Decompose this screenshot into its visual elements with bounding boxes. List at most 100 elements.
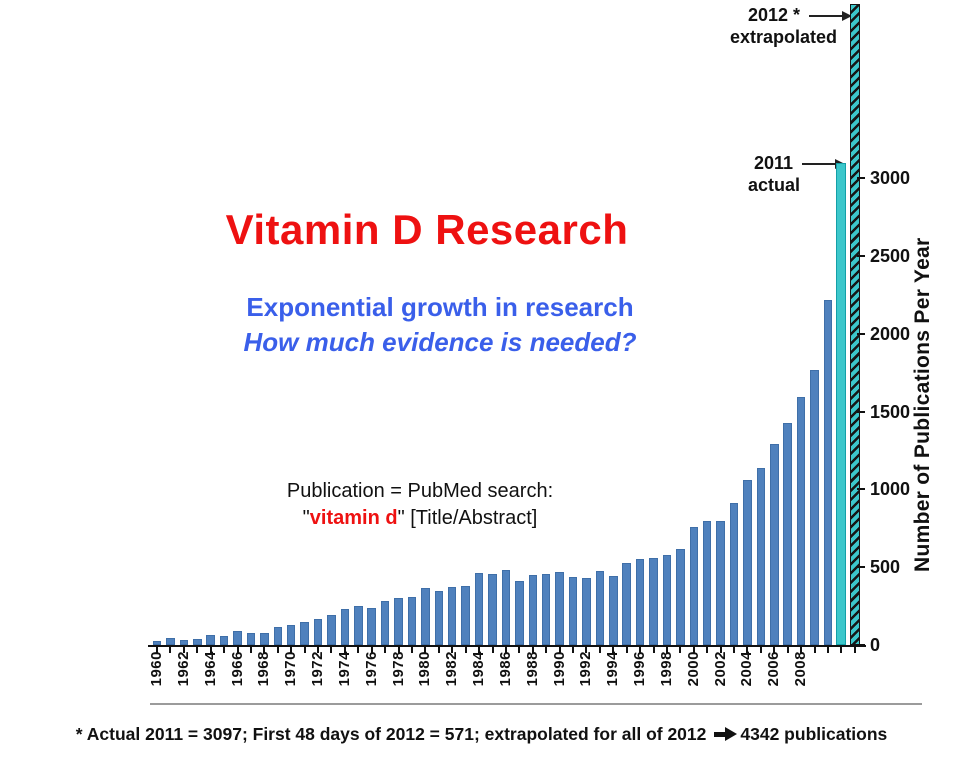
y-tick-1500 <box>857 410 865 413</box>
bar-1986 <box>501 570 511 645</box>
y-tick-2500 <box>857 255 865 257</box>
bar-1988 <box>528 574 537 645</box>
bar-1962 <box>179 639 189 645</box>
x-tick-2011 <box>840 647 843 653</box>
bar-1983 <box>461 585 470 645</box>
bar-1960 <box>152 641 162 645</box>
x-label-1964: 1964 <box>201 651 219 687</box>
x-label-1984: 1984 <box>470 651 488 687</box>
x-tick-2010 <box>827 647 829 653</box>
x-label-1970: 1970 <box>282 651 300 687</box>
bar-1966 <box>233 631 242 645</box>
bar-1999 <box>676 549 685 645</box>
x-axis-line <box>148 645 866 647</box>
x-tick-1981 <box>437 647 440 653</box>
bar-1981 <box>434 590 444 645</box>
y-tick-2000 <box>857 332 865 335</box>
x-tick-1989 <box>545 647 548 653</box>
x-tick-1986 <box>504 647 507 653</box>
x-tick-2004 <box>746 647 749 653</box>
x-tick-1974 <box>343 647 346 653</box>
x-tick-1967 <box>249 647 252 653</box>
x-tick-1961 <box>169 647 172 653</box>
bar-1996 <box>635 559 645 645</box>
bar-2003 <box>729 503 739 645</box>
bar-1993 <box>595 571 605 645</box>
bar-2006 <box>770 444 779 645</box>
y-tick-label-1500: 1500 <box>870 401 911 422</box>
x-label-1998: 1998 <box>657 651 675 687</box>
x-tick-1988 <box>531 647 534 653</box>
x-axis-ticks <box>148 647 870 655</box>
footnote-text-after: 4342 publications <box>740 724 888 744</box>
bar-1978 <box>394 598 403 645</box>
bar-1964 <box>206 634 215 645</box>
bar-2008 <box>796 396 806 645</box>
x-tick-1962 <box>182 647 185 653</box>
annotation-2011-line2: actual <box>747 175 800 195</box>
x-label-1968: 1968 <box>255 651 273 687</box>
x-tick-1968 <box>263 647 266 653</box>
search-note: Publication = PubMed search: "vitamin d"… <box>190 478 650 532</box>
bar-2007 <box>783 422 792 645</box>
x-label-1966: 1966 <box>228 651 246 687</box>
bar-1982 <box>447 587 457 645</box>
x-tick-1995 <box>625 647 628 653</box>
bar-1972 <box>313 619 323 645</box>
bar-2011 <box>836 163 847 645</box>
x-label-1960: 1960 <box>148 651 165 687</box>
x-tick-1966 <box>236 647 239 653</box>
y-tick-500 <box>857 566 865 569</box>
x-label-1982: 1982 <box>443 651 461 687</box>
y-tick-label-500: 500 <box>870 557 901 578</box>
x-label-2008: 2008 <box>792 651 810 687</box>
x-tick-1971 <box>303 647 306 653</box>
bar-1970 <box>286 624 296 645</box>
x-label-1972: 1972 <box>309 651 327 687</box>
bar-2001 <box>702 521 712 645</box>
x-tick-1997 <box>652 647 655 653</box>
bar-1977 <box>380 601 390 645</box>
x-tick-1999 <box>679 647 682 653</box>
bar-2005 <box>756 468 766 645</box>
x-label-1962: 1962 <box>174 651 192 687</box>
search-note-line2: "vitamin d" [Title/Abstract] <box>190 505 650 532</box>
y-tick-label-2000: 2000 <box>870 323 911 344</box>
annotation-2012-extrapolated: 2012 * extrapolated <box>730 4 852 48</box>
y-tick-label-3000: 3000 <box>870 168 911 189</box>
x-tick-1998 <box>665 647 668 653</box>
x-tick-1982 <box>451 647 454 653</box>
bar-1975 <box>354 606 363 645</box>
right-arrow-icon <box>809 11 852 21</box>
bar-1979 <box>407 596 417 645</box>
x-tick-1979 <box>410 647 413 653</box>
bar-1995 <box>622 562 631 645</box>
x-tick-2005 <box>759 647 762 653</box>
bar-1963 <box>193 638 202 645</box>
x-label-1980: 1980 <box>416 651 434 687</box>
y-axis-title: Number of Publications Per Year <box>911 237 934 573</box>
subtitle-line1: Exponential growth in research <box>246 292 634 322</box>
x-tick-1984 <box>478 647 481 653</box>
x-tick-1964 <box>209 647 212 653</box>
bar-2004 <box>743 480 752 645</box>
x-label-1992: 1992 <box>577 651 595 687</box>
x-tick-2001 <box>706 647 709 653</box>
x-label-1988: 1988 <box>523 651 541 687</box>
x-label-2004: 2004 <box>738 651 756 687</box>
bar-2002 <box>716 521 725 645</box>
x-tick-2003 <box>733 647 736 653</box>
x-tick-2012 <box>853 647 856 653</box>
x-tick-1973 <box>330 647 333 653</box>
y-tick-label-1000: 1000 <box>870 479 911 500</box>
x-tick-1975 <box>357 647 360 653</box>
x-tick-2008 <box>800 647 803 653</box>
bar-2009 <box>810 369 819 645</box>
bar-1969 <box>273 627 283 645</box>
footnote: * Actual 2011 = 3097; First 48 days of 2… <box>0 724 963 745</box>
search-note-line1: Publication = PubMed search: <box>286 480 554 502</box>
x-label-1974: 1974 <box>335 651 353 687</box>
bar-1967 <box>246 633 256 645</box>
x-tick-2000 <box>692 647 695 653</box>
x-tick-1980 <box>424 647 427 653</box>
